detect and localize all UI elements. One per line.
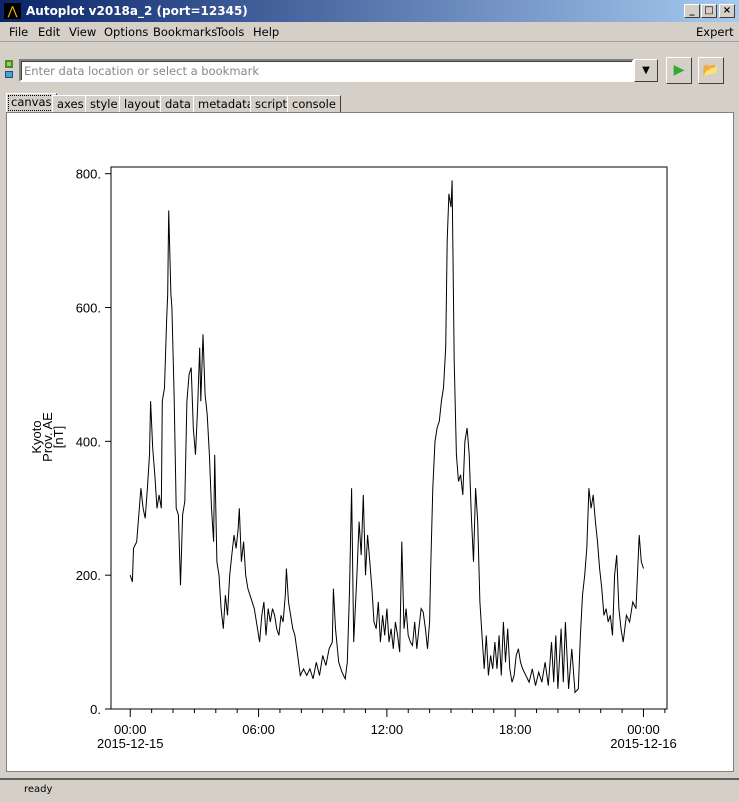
menu-view[interactable]: View [69,25,97,39]
y-tick-label: 0. [90,702,101,717]
tab-axes[interactable]: axes [52,95,89,113]
status-bar: ready [0,778,739,802]
window-title: Autoplot v2018a_2 (port=12345) [26,4,248,18]
x-tick-label: 00:00 [627,722,660,737]
menu-bookmarks[interactable]: Bookmarks [153,25,218,39]
y-axis-label-line: Kyoto [29,420,44,453]
tab-console[interactable]: console [287,95,341,113]
y-axis-label-line: [nT] [51,426,66,448]
x-tick-label: 18:00 [499,722,532,737]
tab-canvas[interactable]: canvas [6,93,57,113]
y-tick-label: 600. [76,301,101,316]
status-text: ready [24,784,53,795]
y-tick-label: 400. [76,434,101,449]
open-folder-button[interactable]: 📂 [698,57,724,84]
menu-file[interactable]: File [9,25,29,39]
tab-layout[interactable]: layout [119,95,165,113]
menu-edit[interactable]: Edit [38,25,61,39]
autoplot-logo-icon: ⋀ [4,3,21,19]
ae-series-line [129,180,644,694]
y-tick-label: 800. [76,167,101,182]
menu-help[interactable]: Help [253,25,280,39]
dropdown-chevron-icon[interactable]: ▼ [634,59,658,82]
bookmark-icon [5,71,13,78]
menu-options[interactable]: Options [104,25,149,39]
data-source-icon [5,60,13,68]
x-tick-label: 00:00 [114,722,147,737]
x-tick-label: 12:00 [371,722,404,737]
close-button[interactable]: × [719,4,735,18]
menu-bar: File Edit View Options Bookmarks Tools H… [0,22,739,42]
x-tick-date-label: 2015-12-16 [610,736,677,751]
x-tick-date-label: 2015-12-15 [97,736,164,751]
data-location-input[interactable]: Enter data location or select a bookmark [19,59,634,82]
tab-data[interactable]: data [160,95,196,113]
tab-style[interactable]: style [85,95,123,113]
minimize-button[interactable]: _ [684,4,700,18]
expert-mode-label[interactable]: Expert [696,25,734,39]
y-axis-label-line: Prov. AE [40,412,55,462]
tab-script[interactable]: script [250,95,293,113]
y-tick-label: 200. [76,568,101,583]
plot-canvas[interactable]: Kyoto Prov. AE [nT] 0. 200. 400. 600. 800. 00:0… [6,112,734,772]
plot-frame [110,166,668,710]
maximize-button[interactable]: □ [701,4,717,18]
menu-tools[interactable]: Tools [216,25,245,39]
tab-metadata[interactable]: metadata [193,95,259,113]
title-bar: Autoplot v2018a_2 (port=12345) [0,0,739,22]
go-play-button[interactable]: ▶ [666,57,692,84]
x-tick-label: 06:00 [242,722,275,737]
